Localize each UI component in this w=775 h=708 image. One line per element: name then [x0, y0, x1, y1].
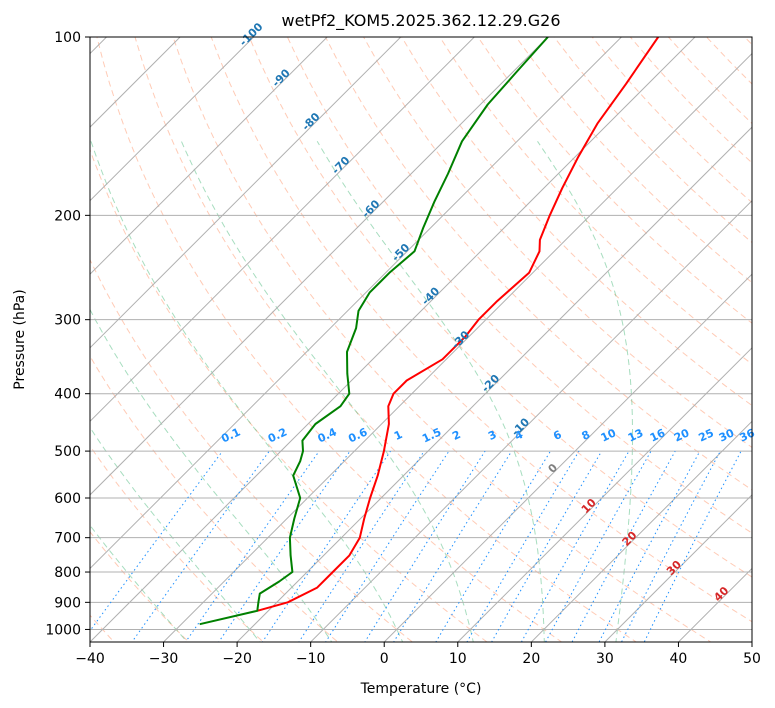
dry-adiabat-line — [439, 37, 752, 365]
moist-adiabat-line — [180, 141, 474, 642]
plot-background — [90, 37, 752, 642]
isotherm-grid — [90, 37, 752, 642]
isotherm-gridline — [90, 37, 696, 642]
y-tick-label: 1000 — [45, 622, 81, 638]
mixing-ratio-label: 10 — [599, 426, 619, 444]
y-axis-title: Pressure (hPa) — [12, 289, 28, 389]
mixing-ratio-label: 30 — [717, 426, 737, 444]
mixing-ratio-line — [620, 450, 721, 642]
isotherm-gridline — [90, 37, 476, 423]
y-tick-label: 500 — [54, 444, 81, 460]
mixing-ratio-label: 25 — [697, 426, 716, 444]
plot-frame — [89, 36, 753, 643]
plot-area — [90, 37, 752, 642]
y-tick-label: 100 — [54, 30, 81, 46]
x-tick-label: 40 — [670, 651, 688, 667]
mixing-ratio-line — [325, 450, 450, 642]
isotherm-gridline — [530, 420, 752, 642]
moist-adiabat-line — [90, 308, 333, 642]
y-tick-label: 600 — [54, 491, 81, 507]
y-axis-ticks: 100 200 300 400 500 600 700 800 900 1000 — [45, 30, 90, 638]
y-tick-label: 300 — [54, 313, 81, 329]
isotherm-gridline — [457, 347, 752, 642]
y-tick-label: 200 — [54, 208, 81, 224]
isotherm-gridline — [90, 37, 255, 202]
isobar-grid — [90, 37, 752, 630]
isotherm-gridline — [604, 494, 752, 642]
mixing-ratio-line — [393, 450, 513, 642]
moist-adiabat-line — [537, 141, 633, 642]
dry-adiabat-line — [363, 37, 752, 449]
dry-adiabat-line — [325, 37, 752, 491]
mixing-ratio-line — [435, 450, 551, 642]
x-axis-title: Temperature (°C) — [360, 681, 482, 697]
moist-adiabat-line — [90, 426, 261, 642]
isotherm-gridline — [309, 199, 752, 642]
y-tick-label: 800 — [54, 565, 81, 581]
x-tick-label: −40 — [75, 651, 105, 667]
isotherm-gridline — [90, 37, 402, 349]
mixing-ratio-line — [466, 450, 580, 642]
mixing-ratio-line — [520, 450, 630, 642]
isotherm-gridline — [162, 52, 752, 642]
mixing-ratio-label: 20 — [672, 426, 692, 444]
mixing-ratio-line — [571, 450, 676, 642]
dry-adiabat-line — [477, 37, 752, 324]
mixing-ratio-line — [218, 450, 351, 642]
x-tick-label: 50 — [743, 651, 761, 667]
isotherm-gridline — [383, 273, 752, 642]
y-tick-label: 400 — [54, 387, 81, 403]
mixing-ratio-line — [491, 450, 603, 642]
mixing-ratio-line — [643, 450, 742, 642]
x-tick-label: 30 — [596, 651, 614, 667]
moist-adiabat-line — [90, 524, 188, 642]
x-tick-label: −10 — [296, 651, 326, 667]
x-tick-label: 0 — [380, 651, 389, 667]
moist-adiabat-line — [316, 141, 545, 642]
x-tick-label: 10 — [449, 651, 467, 667]
isotherm-gridline — [90, 37, 623, 570]
chart-title: wetPf2_KOM5.2025.362.12.29.G26 — [281, 11, 560, 31]
isotherm-gridline — [236, 126, 752, 642]
x-tick-label: −30 — [149, 651, 179, 667]
dewpoint-profile-line — [199, 37, 549, 626]
moist-adiabats — [90, 141, 633, 642]
moist-adiabat-line — [90, 141, 404, 642]
mixing-ratio-line — [184, 450, 320, 642]
x-tick-label: −20 — [222, 651, 252, 667]
isotherm-gridline — [90, 37, 328, 275]
x-axis-ticks: −40 −30 −20 −10 0 10 20 30 40 50 — [75, 642, 761, 667]
temperature-profile-line — [257, 37, 660, 612]
mixing-ratio-line — [598, 450, 701, 642]
mixing-ratio-label: 13 — [626, 426, 645, 444]
sounding-profiles — [199, 37, 660, 626]
x-tick-label: 20 — [522, 651, 540, 667]
mixing-ratio-lines — [90, 450, 742, 642]
dry-adiabat-line — [401, 37, 752, 407]
y-tick-label: 700 — [54, 531, 81, 547]
isotherm-gridline — [90, 37, 549, 496]
mixing-ratio-line — [90, 450, 223, 632]
y-tick-label: 900 — [54, 595, 81, 611]
mixing-ratio-label: 16 — [648, 426, 668, 444]
mixing-ratio-line — [545, 450, 652, 642]
